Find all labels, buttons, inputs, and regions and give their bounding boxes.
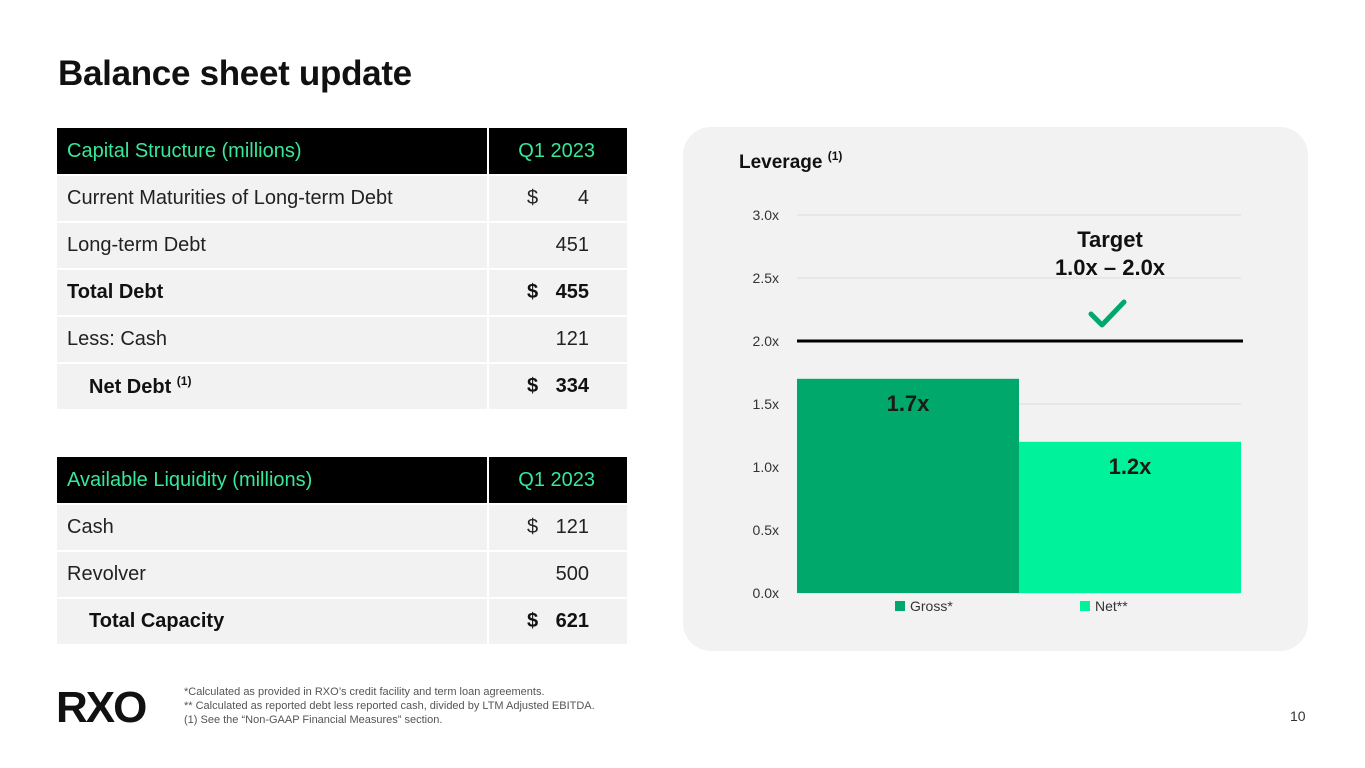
value-number: 121 <box>555 516 589 538</box>
table-row: Total Capacity $621 <box>57 598 627 646</box>
legend-swatch <box>1080 601 1090 611</box>
page-number: 10 <box>1290 708 1306 724</box>
legend-label: Gross* <box>910 598 953 614</box>
value-number: 621 <box>555 610 589 632</box>
bar-data-label: 1.7x <box>887 391 931 416</box>
footnote-net: ** Calculated as reported debt less repo… <box>184 700 595 712</box>
table-header-period: Q1 2023 <box>487 457 627 505</box>
footnote-marker: (1) <box>176 374 192 388</box>
value-number: 451 <box>555 234 589 256</box>
page-title: Balance sheet update <box>58 54 412 93</box>
table-row: Total Debt $455 <box>57 269 627 317</box>
row-value: $455 <box>487 269 627 317</box>
table-row: Less: Cash 121 <box>57 316 627 364</box>
y-tick-label: 0.0x <box>753 585 779 601</box>
row-label: Long-term Debt <box>57 222 488 270</box>
row-label: Total Debt <box>57 269 488 317</box>
row-label-text: Net Debt <box>89 376 172 398</box>
legend-label: Net** <box>1095 598 1128 614</box>
y-tick-label: 2.5x <box>753 270 779 286</box>
row-value: $334 <box>487 363 627 411</box>
footnote-gross: *Calculated as provided in RXO’s credit … <box>184 686 545 698</box>
table-header-row: Available Liquidity (millions) Q1 2023 <box>57 457 627 505</box>
row-label: Revolver <box>57 551 488 599</box>
y-tick-label: 2.0x <box>753 333 779 349</box>
y-tick-label: 0.5x <box>753 522 779 538</box>
footnote-marker: (1) <box>827 149 843 163</box>
target-label-range: 1.0x – 2.0x <box>1055 255 1166 280</box>
footnotes: *Calculated as provided in RXO’s credit … <box>184 685 595 727</box>
row-label: Net Debt (1) <box>57 363 488 411</box>
table-header-row: Capital Structure (millions) Q1 2023 <box>57 128 627 176</box>
y-tick-label: 1.5x <box>753 396 779 412</box>
chart-title: Leverage (1) <box>739 149 842 174</box>
bar <box>797 378 1019 593</box>
available-liquidity-table: Available Liquidity (millions) Q1 2023 C… <box>57 457 627 646</box>
dollar-sign: $ <box>527 610 539 632</box>
legend-swatch <box>895 601 905 611</box>
footnote-non-gaap: (1) See the “Non-GAAP Financial Measures… <box>184 714 443 726</box>
dollar-sign: $ <box>527 375 539 397</box>
y-tick-label: 3.0x <box>753 207 779 223</box>
target-label-title: Target <box>1077 227 1143 252</box>
bar-data-label: 1.2x <box>1109 454 1153 479</box>
row-value: $121 <box>487 504 627 552</box>
table-row: Cash $121 <box>57 504 627 552</box>
row-label: Less: Cash <box>57 316 488 364</box>
value-number: 455 <box>555 281 589 303</box>
value-number: 4 <box>577 187 589 209</box>
table-row: Revolver 500 <box>57 551 627 599</box>
table-header-label: Capital Structure (millions) <box>57 128 488 176</box>
row-label: Total Capacity <box>57 598 488 646</box>
dollar-sign: $ <box>527 281 539 303</box>
table-row: Net Debt (1) $334 <box>57 363 627 411</box>
table-header-period: Q1 2023 <box>487 128 627 176</box>
table-header-label: Available Liquidity (millions) <box>57 457 488 505</box>
leverage-chart-card: Leverage (1) 0.0x 0.5x 1.0x 1.5x 2.0x 2.5x 3.0… <box>683 127 1308 651</box>
y-tick-label: 1.0x <box>753 459 779 475</box>
dollar-sign: $ <box>527 187 539 209</box>
bar <box>1019 441 1241 593</box>
chart-title-text: Leverage <box>739 152 823 173</box>
capital-structure-table: Capital Structure (millions) Q1 2023 Cur… <box>57 128 627 411</box>
row-label: Current Maturities of Long-term Debt <box>57 175 488 223</box>
row-label: Cash <box>57 504 488 552</box>
row-value: 451 <box>487 222 627 270</box>
row-value: $621 <box>487 598 627 646</box>
row-value: 500 <box>487 551 627 599</box>
rxo-logo: RXO <box>56 683 147 732</box>
dollar-sign: $ <box>527 516 539 538</box>
table-row: Current Maturities of Long-term Debt $4 <box>57 175 627 223</box>
checkmark-icon <box>1088 299 1127 328</box>
value-number: 334 <box>555 375 589 397</box>
leverage-chart: 0.0x 0.5x 1.0x 1.5x 2.0x 2.5x 3.0x 1.7x 1.2x Targ… <box>753 207 1243 614</box>
value-number: 121 <box>555 328 589 350</box>
table-row: Long-term Debt 451 <box>57 222 627 270</box>
row-value: 121 <box>487 316 627 364</box>
value-number: 500 <box>555 563 589 585</box>
row-value: $4 <box>487 175 627 223</box>
